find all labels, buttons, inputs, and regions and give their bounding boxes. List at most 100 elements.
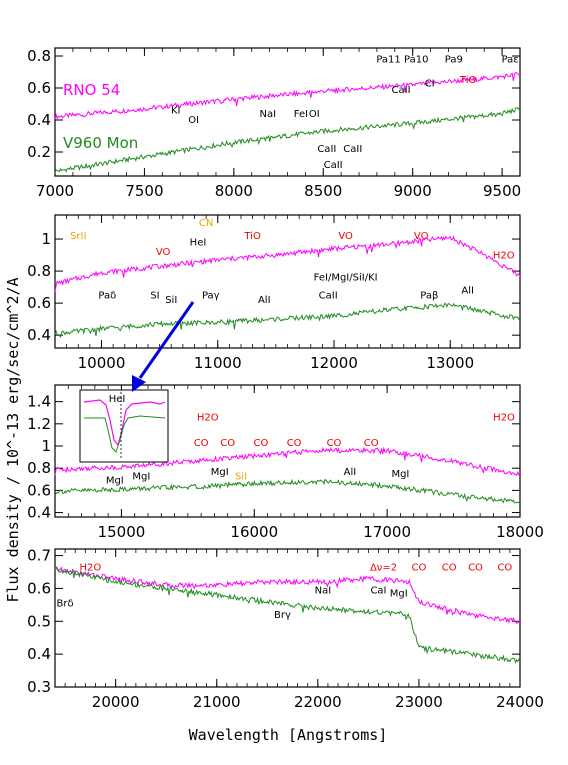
series-line-v960-mon: [54, 478, 521, 505]
series-line-rno-54: [54, 446, 521, 477]
line-label: TiO: [243, 231, 261, 242]
zoom-arrow: [138, 301, 195, 379]
line-label: OI: [188, 115, 199, 126]
line-label: MgI: [106, 476, 124, 487]
line-label: Pa10: [404, 54, 428, 65]
y-tick-label: 0.8: [27, 262, 51, 280]
y-tick-label: 0.2: [27, 143, 51, 161]
y-tick-label: 0.6: [27, 579, 51, 597]
series-line-v960-mon: [54, 106, 521, 173]
line-label: MgI: [391, 469, 409, 480]
x-tick-label: 17000: [363, 523, 411, 541]
inset-rno54-line: [83, 399, 166, 447]
line-label: H2O: [79, 562, 101, 573]
line-label: Brδ: [57, 599, 74, 610]
panel-3: 15000 16000 17000 18000 0.4 0.6 0.8 1 1.2 1.4 H2O H…: [27, 384, 544, 541]
series-label-v960: V960 Mon: [63, 134, 138, 152]
x-tick-label: 15000: [98, 523, 146, 541]
line-label: Paγ: [202, 290, 220, 301]
x-tick-label: 9500: [483, 182, 521, 200]
x-tick-label: 13000: [426, 354, 474, 372]
line-label: CO: [287, 438, 302, 449]
line-label: TiO: [459, 75, 477, 86]
line-label: CO: [327, 438, 342, 449]
line-label: Pa11: [376, 54, 400, 65]
series-line-v960-mon: [54, 565, 521, 664]
x-tick-label: 10000: [78, 354, 126, 372]
x-tick-label: 24000: [496, 693, 544, 711]
x-tick-label: 7500: [125, 182, 163, 200]
line-label: CaII: [317, 144, 336, 155]
y-tick-label: 0.6: [27, 294, 51, 312]
y-tick-label: 0.8: [27, 459, 51, 477]
y-tick-label: 0.4: [27, 326, 51, 344]
y-tick-label: 0.6: [27, 79, 51, 97]
y-tick-label: 0.4: [27, 504, 51, 522]
line-label: CO: [220, 438, 235, 449]
panel-frame: [54, 214, 521, 349]
panel-1: 7000 7500 8000 8500 9000 9500 0.2 0.4 0.6 0.8 Pa11…: [27, 47, 521, 200]
x-tick-label: 9000: [394, 182, 432, 200]
line-label: HeI: [190, 237, 207, 248]
line-label: CaII: [319, 290, 338, 301]
x-tick-label: 21000: [193, 693, 241, 711]
panels-group: 7000 7500 8000 8500 9000 9500 0.2 0.4 0.6 0.8 Pa11…: [27, 47, 544, 711]
panel-4: 20000 21000 22000 23000 24000 0.3 0.4 0.5 0.6 0.7…: [27, 547, 544, 711]
x-tick-label: 12000: [310, 354, 358, 372]
line-label: CO: [468, 562, 483, 573]
inset-label: HeI: [109, 394, 126, 405]
line-label: CO: [411, 562, 426, 573]
line-label: SiI: [165, 295, 177, 306]
line-label: CO: [497, 562, 512, 573]
series-line-rno-54: [54, 72, 521, 121]
line-label: CI: [425, 78, 435, 89]
line-label: SiI: [235, 471, 247, 482]
y-tick-label: 0.4: [27, 111, 51, 129]
y-tick-label: 0.7: [27, 547, 51, 565]
line-label: AlI: [258, 295, 271, 306]
line-label: OI: [309, 109, 320, 120]
line-label: VO: [156, 247, 171, 258]
y-axis-title: Flux density / 10^-13 erg/sec/cm^2/A: [4, 277, 22, 602]
x-tick-label: 8500: [304, 182, 342, 200]
line-label: NaI: [315, 585, 332, 596]
line-label: Δν=2: [370, 562, 397, 573]
line-label: CO: [364, 438, 379, 449]
line-label: CO: [442, 562, 457, 573]
line-label: AlI: [344, 467, 357, 478]
line-label: CO: [194, 438, 209, 449]
line-label: VO: [338, 231, 353, 242]
line-label: FeI/MgI/SiI/KI: [314, 273, 378, 284]
zoom-arrow-head: [132, 375, 146, 392]
y-tick-label: 0.3: [27, 678, 51, 696]
line-label: Pa9: [445, 54, 463, 65]
line-label: AlI: [461, 286, 474, 297]
line-label: H2O: [493, 412, 515, 423]
y-tick-label: 1: [41, 437, 51, 455]
series-line-v960-mon: [54, 302, 521, 339]
x-tick-label: 16000: [230, 523, 278, 541]
line-label: H2O: [493, 250, 515, 261]
y-tick-label: 0.5: [27, 612, 51, 630]
line-label: VO: [414, 231, 429, 242]
x-axis-title: Wavelength [Angstroms]: [189, 726, 388, 744]
line-label: CaII: [392, 85, 411, 96]
line-label: Paδ: [98, 290, 116, 301]
line-label: CN: [199, 218, 213, 229]
line-label: KI: [171, 106, 181, 117]
line-label: CaI: [370, 585, 386, 596]
line-label: Paβ: [420, 290, 438, 301]
x-tick-label: 22000: [294, 693, 342, 711]
series-label-rno54: RNO 54: [63, 81, 120, 99]
series-line-rno-54: [54, 566, 521, 624]
inset-v960-line: [84, 415, 166, 453]
line-label: CaII: [324, 160, 343, 171]
line-label: SrII: [70, 231, 86, 242]
line-label: FeI: [294, 109, 308, 120]
series-line-rno-54: [54, 235, 521, 292]
y-tick-label: 0.4: [27, 645, 51, 663]
y-tick-label: 1: [41, 230, 51, 248]
line-label: CO: [253, 438, 268, 449]
x-tick-label: 11000: [194, 354, 242, 372]
